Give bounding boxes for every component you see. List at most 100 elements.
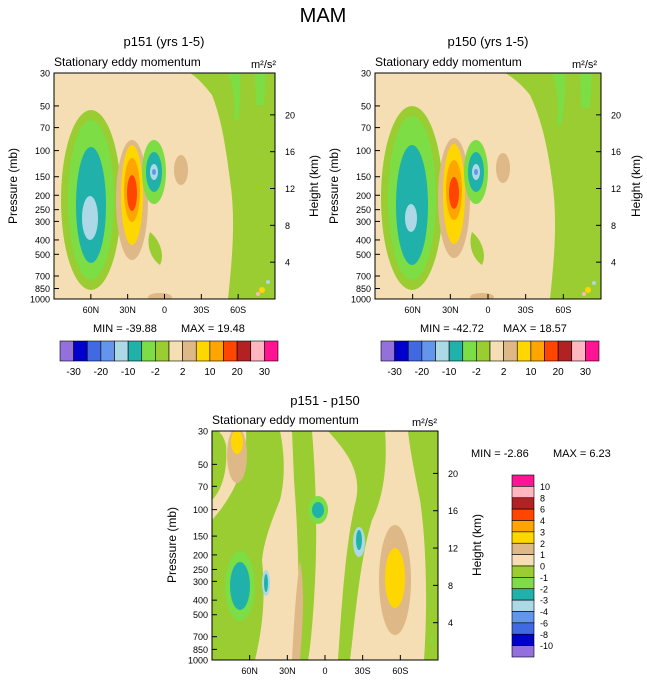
x-tick-label: 30S <box>518 305 534 315</box>
contour-band-pos-3 <box>385 548 405 608</box>
colorbar-swatch <box>511 542 535 555</box>
colorbar-swatch <box>448 340 464 362</box>
colorbar-swatch <box>195 340 211 362</box>
contour-band-neg-3 <box>312 502 324 518</box>
x-tick-label: 60N <box>404 305 421 315</box>
colorbar-label: 10 <box>525 367 537 378</box>
height-tick-label: 20 <box>611 110 621 120</box>
page-title: MAM <box>300 5 347 27</box>
height-tick-label: 20 <box>285 110 295 120</box>
contour-band-pos-2 <box>582 281 596 296</box>
contour-band-neg-15 <box>82 196 98 240</box>
contour-band-pos-1 <box>470 293 494 299</box>
contour-band-pos-1 <box>174 155 188 185</box>
height-axis: Height (km) 20 16 12 8 4 <box>270 110 321 268</box>
colorbar-label: -2 <box>151 367 160 378</box>
contour-band-neg-1 <box>505 73 601 299</box>
colorbar-swatch <box>407 340 423 362</box>
contour-band-neg-1 <box>552 73 566 125</box>
y-axis: Pressure (mb) 30 50 70 100 150 200 250 300 400 50… <box>6 69 59 305</box>
colorbar-label: 30 <box>580 367 592 378</box>
contour-field <box>212 431 438 660</box>
max-value: MAX = 6.23 <box>553 448 611 460</box>
height-tick-label: 12 <box>285 184 295 194</box>
y-tick-label: 150 <box>35 172 50 182</box>
y-tick-label: 500 <box>356 250 371 260</box>
y-axis-label: Pressure (mb) <box>327 148 341 224</box>
colorbar-label: -30 <box>66 367 81 378</box>
colorbar-label: -30 <box>387 367 402 378</box>
y-axis-label: Pressure (mb) <box>6 148 20 224</box>
colorbar-swatch <box>223 340 238 362</box>
min-value: MIN = -39.88 <box>93 323 157 335</box>
colorbar-swatch <box>511 486 535 499</box>
colorbar-label: 2 <box>180 367 186 378</box>
contour-band-pos-2 <box>256 280 270 296</box>
y-tick-label: 1000 <box>188 656 208 666</box>
colorbar-label: -4 <box>540 607 548 617</box>
units-label: m²/s² <box>572 59 597 71</box>
colorbar-swatch <box>100 340 115 362</box>
contour-band-neg-1 <box>408 431 438 660</box>
height-tick-label: 4 <box>448 618 453 628</box>
y-tick-label: 70 <box>361 123 371 133</box>
y-tick-label: 400 <box>193 596 208 606</box>
panel-title: p151 - p150 <box>290 393 359 408</box>
y-tick-label: 200 <box>35 191 50 201</box>
max-value: MAX = 19.48 <box>181 323 245 335</box>
colorbar-swatch <box>511 588 535 601</box>
contour-band-neg-15 <box>474 169 478 175</box>
height-tick-label: 4 <box>611 258 616 268</box>
height-axis-label: Height (km) <box>629 155 643 217</box>
colorbar-swatch <box>59 340 74 362</box>
colorbar: -30 -20 -10 -2 2 10 20 30 <box>380 340 600 378</box>
colorbar-label: 4 <box>540 516 545 526</box>
contour-band-pos-1 <box>292 560 304 660</box>
y-tick-label: 300 <box>193 577 208 587</box>
contour-band-pos-1 <box>496 153 510 183</box>
x-tick-label: 0 <box>162 305 167 315</box>
colorbar-label: 10 <box>540 482 550 492</box>
panel-title: p150 (yrs 1-5) <box>448 34 529 49</box>
colorbar-swatch <box>511 531 535 544</box>
contour-band-neg-15 <box>405 204 417 232</box>
colorbar-swatch <box>155 340 170 362</box>
y-tick-label: 300 <box>35 217 50 227</box>
x-tick-label: 60N <box>241 666 258 676</box>
y-tick-label: 500 <box>193 610 208 620</box>
y-tick-label: 150 <box>356 172 371 182</box>
y-tick-label: 50 <box>198 460 208 470</box>
height-axis: Height (km) 20 16 12 8 4 <box>433 469 484 628</box>
contour-band-neg-1 <box>54 73 81 98</box>
contour-band-neg-1 <box>212 431 227 500</box>
colorbar-label: 1 <box>540 550 545 560</box>
y-tick-label: 850 <box>193 645 208 655</box>
height-axis: Height (km) 20 16 12 8 4 <box>596 110 643 268</box>
y-axis: Pressure (mb) 30 50 70 100 150 200 250 300 400 50… <box>327 69 380 305</box>
colorbar-swatch <box>489 340 504 362</box>
colorbar-label: 20 <box>553 367 565 378</box>
x-tick-label: 30N <box>119 305 136 315</box>
x-tick-label: 30S <box>193 305 209 315</box>
colorbar-label: 30 <box>259 367 271 378</box>
height-tick-label: 8 <box>285 221 290 231</box>
colorbar-swatch <box>209 340 224 362</box>
colorbar-swatch <box>127 340 143 362</box>
max-value: MAX = 18.57 <box>503 323 567 335</box>
colorbar-swatch <box>141 340 156 362</box>
height-tick-label: 8 <box>448 581 453 591</box>
height-ticks: 20 16 12 8 4 <box>270 110 295 268</box>
height-tick-label: 4 <box>285 258 290 268</box>
colorbar-swatch <box>503 340 518 362</box>
contour-band-neg-1 <box>470 232 484 265</box>
colorbar-swatch <box>511 633 535 646</box>
x-tick-label: 60N <box>83 305 100 315</box>
contour-band-pos-1 <box>148 293 172 299</box>
x-tick-label: 30N <box>279 666 296 676</box>
contour-band-neg-3 <box>230 562 250 610</box>
colorbar-label: -8 <box>540 630 548 640</box>
colorbar-swatch <box>476 340 491 362</box>
